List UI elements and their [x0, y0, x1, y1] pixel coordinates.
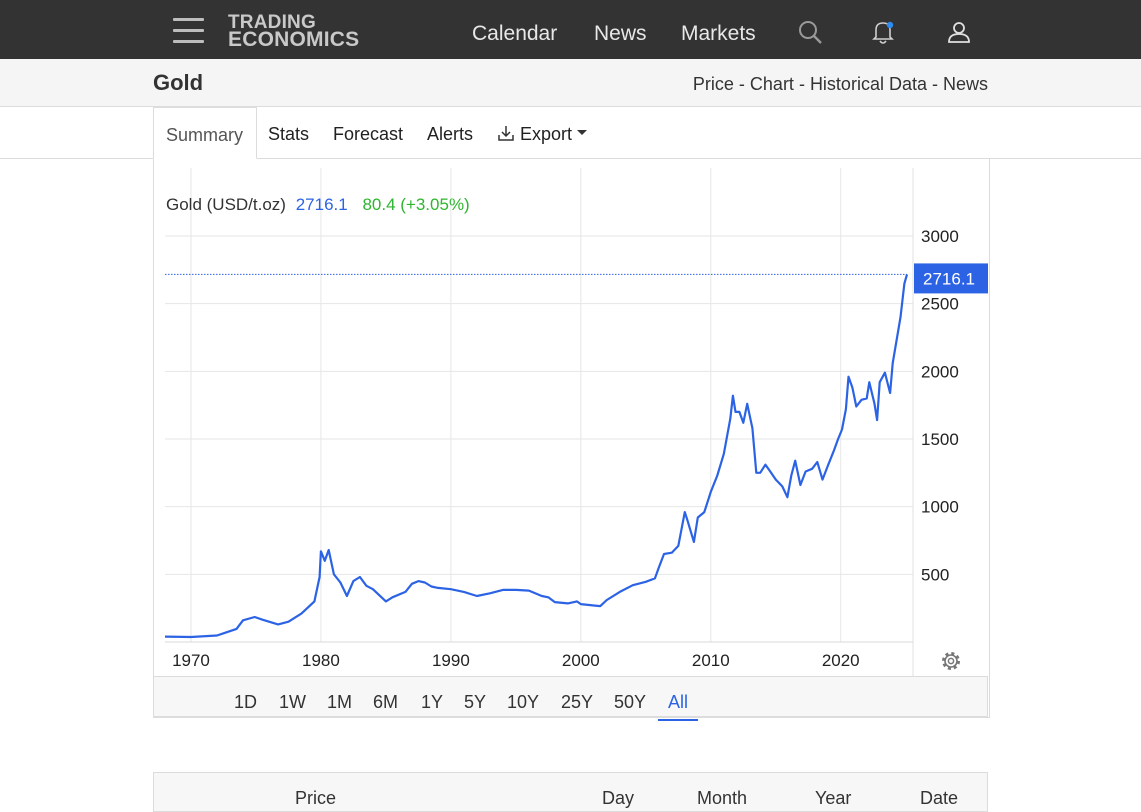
download-icon	[498, 126, 514, 141]
nav-calendar[interactable]: Calendar	[472, 22, 558, 45]
tab-summary-label: Summary	[166, 125, 244, 145]
x-tick-label: 1990	[432, 651, 470, 670]
x-tick-label: 2000	[562, 651, 600, 670]
tab-alerts[interactable]: Alerts	[427, 124, 474, 144]
breadcrumb-separator: -	[798, 74, 805, 94]
x-tick-label: 1980	[302, 651, 340, 670]
range-6m[interactable]: 6M	[373, 692, 399, 712]
legend-series-name: Gold (USD/t.oz)	[166, 195, 286, 214]
tab-export-label: Export	[520, 124, 573, 144]
top-navbar: TRADING ECONOMICS Calendar News Markets	[0, 0, 1141, 59]
gold-price-series-line	[164, 274, 909, 639]
y-tick-label: 3000	[921, 227, 959, 246]
tab-summary[interactable]: Summary	[153, 107, 257, 159]
subheader	[0, 59, 1141, 107]
logo-line2: ECONOMICS	[228, 28, 360, 51]
breadcrumb-price[interactable]: Price	[692, 74, 734, 94]
legend-change: 80.4 (+3.05%)	[362, 195, 469, 214]
breadcrumb-separator: -	[738, 74, 745, 94]
nav-news[interactable]: News	[594, 22, 647, 45]
breadcrumb-chart[interactable]: Chart	[749, 74, 794, 94]
bell-icon[interactable]	[869, 18, 897, 46]
column-day: Day	[602, 788, 635, 808]
price-table-header: Price Day Month Year Date	[153, 772, 988, 812]
breadcrumb: Price - Chart - Historical Data - News	[693, 74, 988, 95]
logo-line1: TRADING	[228, 12, 316, 33]
search-icon[interactable]	[796, 18, 824, 46]
nav-markets[interactable]: Markets	[681, 22, 756, 45]
tab-forecast[interactable]: Forecast	[333, 124, 404, 144]
legend-last-value: 2716.1	[296, 195, 348, 214]
last-value-badge	[914, 263, 988, 294]
range-10y[interactable]: 10Y	[507, 692, 540, 712]
y-tick-label: 500	[921, 565, 949, 584]
hamburger-menu-icon[interactable]	[173, 18, 204, 44]
column-price: Price	[295, 788, 337, 808]
tab-export[interactable]: Export	[497, 124, 588, 145]
site-logo[interactable]: TRADING ECONOMICS	[228, 12, 360, 51]
x-tick-label: 2020	[822, 651, 860, 670]
page-title: Gold	[153, 70, 204, 95]
y-tick-label: 1000	[921, 498, 959, 517]
range-1y[interactable]: 1Y	[421, 692, 444, 712]
breadcrumb-news[interactable]: News	[942, 74, 988, 94]
range-1w[interactable]: 1W	[279, 692, 306, 712]
range-1d[interactable]: 1D	[234, 692, 258, 712]
y-tick-label: 1500	[921, 430, 959, 449]
caret-down-icon	[577, 130, 588, 135]
column-month: Month	[697, 788, 748, 808]
tab-stats[interactable]: Stats	[268, 124, 310, 144]
range-selector: 1D 1W 1M 6M 1Y 5Y 10Y 25Y 50Y All	[153, 676, 988, 721]
tab-bar: Summary Stats Forecast Alerts Export	[0, 107, 1141, 159]
range-50y[interactable]: 50Y	[614, 692, 647, 712]
range-25y[interactable]: 25Y	[561, 692, 594, 712]
user-icon[interactable]	[945, 18, 973, 46]
breadcrumb-separator: -	[931, 74, 938, 94]
column-date: Date	[920, 788, 959, 808]
x-tick-label: 1970	[172, 651, 210, 670]
last-value-label: 2716.1	[923, 269, 975, 288]
x-tick-label: 2010	[692, 651, 730, 670]
breadcrumb-historical-data[interactable]: Historical Data	[809, 74, 927, 94]
y-tick-label: 2500	[921, 295, 959, 314]
y-tick-label: 2000	[921, 362, 959, 381]
chart-legend: Gold (USD/t.oz) 2716.1 80.4 (+3.05%)	[166, 195, 470, 214]
range-all[interactable]: All	[658, 692, 699, 721]
chart-settings-gear-icon[interactable]	[942, 652, 960, 670]
range-5y[interactable]: 5Y	[464, 692, 487, 712]
range-1m[interactable]: 1M	[327, 692, 353, 712]
column-year: Year	[815, 788, 852, 808]
